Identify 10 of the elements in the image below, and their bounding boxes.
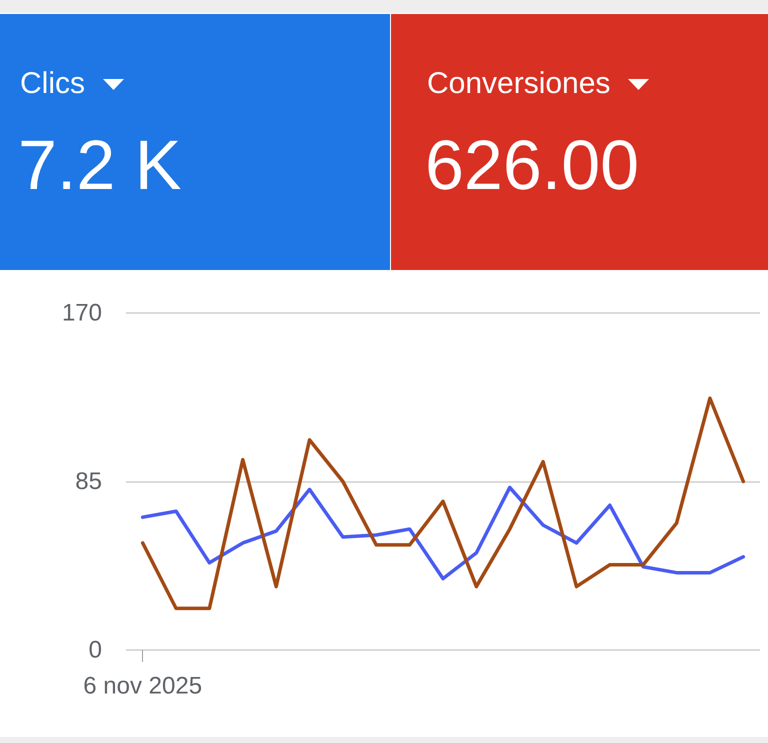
line-series [140,396,746,610]
text: 7.2 K [18,125,182,205]
text: Clics [20,66,85,102]
x-tick-label: 6 nov 2025 [83,672,202,700]
line-series [140,486,746,580]
text: 626.00 [425,125,640,205]
y-tick-label: 170 [62,300,102,326]
text: Conversiones [427,66,610,102]
y-tick-label: 85 [75,468,102,495]
y-tick-label: 0 [88,636,102,664]
